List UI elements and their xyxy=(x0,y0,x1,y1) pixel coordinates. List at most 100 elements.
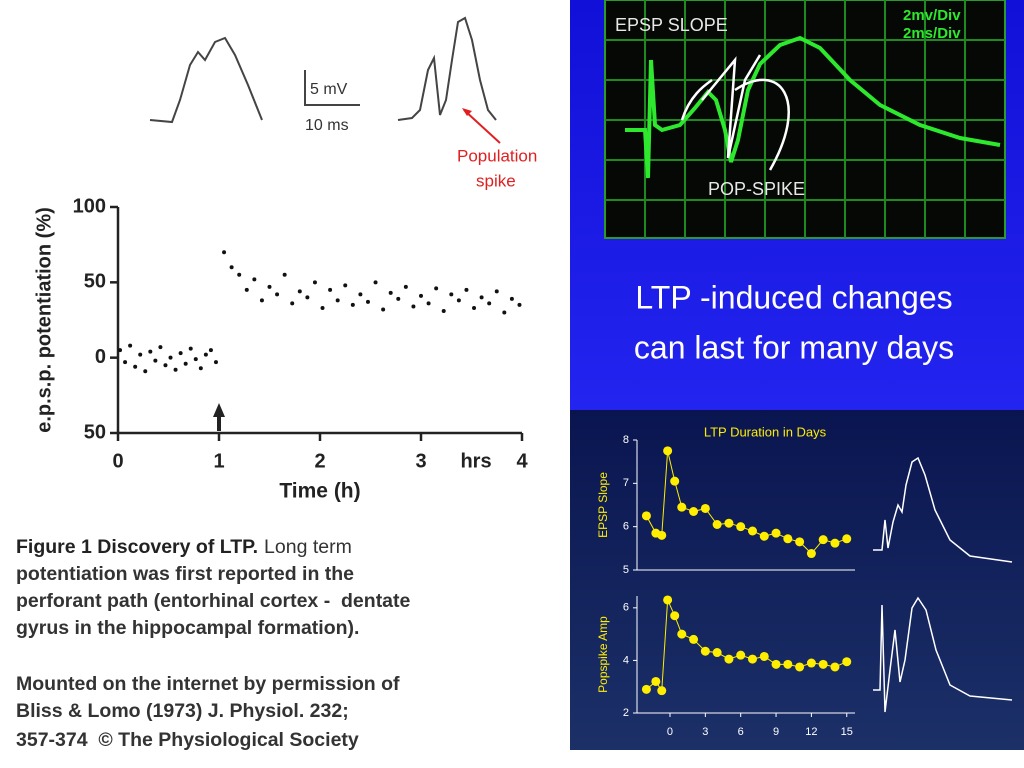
point xyxy=(213,360,218,365)
marker xyxy=(663,595,673,605)
point xyxy=(456,298,461,303)
y-tick-label: 6 xyxy=(623,521,629,533)
marker xyxy=(712,520,722,529)
x-tick-label: 2 xyxy=(314,450,325,472)
point xyxy=(193,357,198,362)
y-tick-label: 0 xyxy=(95,346,106,368)
x-tick-label: 15 xyxy=(841,726,853,738)
point xyxy=(203,352,208,357)
caption-line: perforant path (entorhinal cortex - dent… xyxy=(16,590,411,612)
y-axis-label: EPSP Slope xyxy=(596,472,610,538)
y-tick-label: 7 xyxy=(623,477,629,489)
marker xyxy=(806,658,816,668)
point xyxy=(237,272,242,277)
marker xyxy=(806,549,816,559)
x-axis-label: Time (h) xyxy=(279,480,360,503)
caption-line: potentiation was first reported in the xyxy=(16,563,354,585)
slide-title: LTP -induced changes xyxy=(635,279,952,315)
x-tick-label: 4 xyxy=(516,450,528,472)
point xyxy=(335,298,340,303)
x-tick-label: 12 xyxy=(805,726,817,738)
annotation-arrow xyxy=(463,109,501,144)
point xyxy=(464,287,469,292)
marker xyxy=(783,534,793,544)
x-tick-label: 6 xyxy=(738,726,744,738)
marker xyxy=(759,531,769,541)
x-tick-label: 3 xyxy=(702,726,708,738)
point xyxy=(487,301,492,306)
credit-line: Mounted on the internet by permission of xyxy=(16,673,400,695)
point xyxy=(188,346,193,351)
point xyxy=(118,348,123,353)
point xyxy=(297,289,302,294)
point xyxy=(168,355,173,360)
point xyxy=(396,296,401,301)
marker xyxy=(759,651,769,661)
marker xyxy=(670,611,680,621)
point xyxy=(178,351,183,356)
annotation: Population xyxy=(457,146,537,165)
point xyxy=(173,367,178,372)
point xyxy=(502,310,507,315)
point xyxy=(143,369,148,374)
marker xyxy=(670,476,680,486)
stimulus-arrow xyxy=(213,403,225,431)
scale-label: 10 ms xyxy=(305,117,349,134)
x-tick-label: 1 xyxy=(213,450,224,472)
caption-line: Figure 1 Discovery of LTP. Long term xyxy=(16,536,352,558)
waveform xyxy=(873,596,1013,713)
point xyxy=(320,305,325,310)
point xyxy=(449,292,454,297)
osc-scale: 2mv/Div xyxy=(903,7,961,24)
marker xyxy=(842,657,852,667)
marker xyxy=(795,662,805,672)
point xyxy=(494,289,499,294)
scale-label: 5 mV xyxy=(310,81,348,98)
credit-line: Bliss & Lomo (1973) J. Physiol. 232; xyxy=(16,700,349,722)
point xyxy=(163,363,168,368)
point xyxy=(252,277,257,282)
point xyxy=(259,298,264,303)
navy-panel xyxy=(570,410,1024,750)
marker xyxy=(677,629,687,639)
marker xyxy=(736,522,746,532)
caption-heading: Figure 1 Discovery of LTP. xyxy=(16,536,258,558)
point xyxy=(275,292,280,297)
point xyxy=(267,284,272,289)
point xyxy=(183,361,188,366)
osc-label: POP-SPIKE xyxy=(708,179,805,199)
point xyxy=(350,302,355,307)
marker xyxy=(818,535,828,545)
point xyxy=(229,265,234,270)
point xyxy=(153,358,158,363)
marker xyxy=(712,648,722,658)
traces xyxy=(149,16,497,124)
point xyxy=(328,287,333,292)
point xyxy=(244,287,249,292)
point xyxy=(381,307,386,312)
y-tick-label: 100 xyxy=(73,195,106,217)
marker xyxy=(657,530,667,540)
annotation: spike xyxy=(476,171,516,190)
point xyxy=(403,284,408,289)
waveform xyxy=(873,456,1013,563)
x-unit: hrs xyxy=(460,450,491,472)
y-tick-label: 50 xyxy=(84,421,106,443)
point xyxy=(133,364,138,369)
marker xyxy=(783,659,793,669)
point xyxy=(222,250,227,255)
point xyxy=(472,305,477,310)
marker xyxy=(689,634,699,644)
point xyxy=(479,295,484,300)
marker xyxy=(830,662,840,672)
annotation-arrow-head xyxy=(462,108,472,116)
marker xyxy=(842,534,852,544)
oscilloscope: EPSP SLOPE POP-SPIKE 2mv/Div 2ms/Div xyxy=(604,0,1006,239)
point xyxy=(138,352,143,357)
marker xyxy=(700,503,710,513)
point xyxy=(148,349,153,354)
marker xyxy=(771,659,781,669)
y-tick-label: 4 xyxy=(623,654,629,666)
